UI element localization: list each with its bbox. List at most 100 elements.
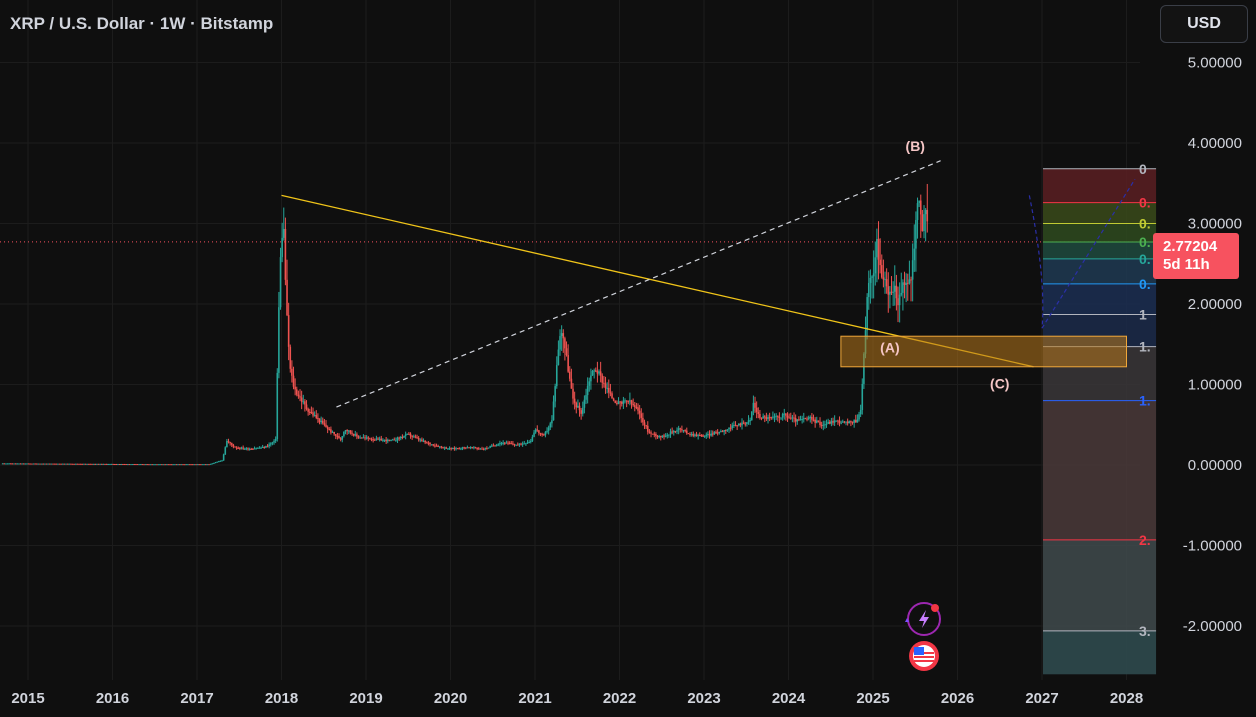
candle-body [310, 412, 313, 414]
candle-body [915, 219, 917, 249]
candle-body [162, 464, 165, 466]
price-tick-label: -2.00000 [1183, 618, 1242, 635]
candle-body [468, 447, 470, 449]
candle-body [684, 430, 686, 432]
fib-projection-line[interactable] [1041, 178, 1136, 329]
price-tick-label: 0.00000 [1188, 457, 1242, 474]
candle-body [874, 257, 877, 274]
candle-body [256, 447, 259, 449]
time-axis[interactable]: 2015 2016 2017 2018 2019 2020 2021 2022 2023 2024… [11, 690, 1143, 707]
candle-body [577, 405, 579, 408]
candle-body [326, 427, 329, 430]
candle-body [71, 463, 74, 465]
ascending-dashed-trendline[interactable] [336, 160, 941, 408]
candle-body [898, 294, 901, 306]
candle-body [850, 421, 852, 423]
candle-body [768, 417, 771, 419]
candle-body [863, 353, 865, 384]
candle-body [773, 416, 776, 418]
candle-body [499, 443, 501, 445]
support-zone[interactable] [840, 335, 1127, 368]
candle-body [765, 416, 768, 420]
candle-body [616, 403, 618, 405]
candle-body [5, 463, 7, 465]
currency-button[interactable]: USD [1160, 5, 1248, 43]
price-tick-label: 3.00000 [1188, 216, 1242, 233]
candle-body [40, 463, 43, 465]
wave-label[interactable]: (A) [880, 339, 899, 355]
candle-body [924, 209, 927, 215]
candle-body [720, 431, 722, 433]
candle-body [334, 434, 337, 436]
price-axis[interactable]: 5.00000 4.00000 3.00000 2.00000 1.00000 0.000… [1183, 55, 1242, 636]
candle-body [250, 448, 253, 450]
candle-body [398, 437, 400, 439]
candle-body [14, 463, 17, 465]
candle-body [422, 440, 425, 442]
candle-body [564, 338, 566, 349]
fib-extension[interactable]: 00.0.0.0.0.11.1.2.3. [1028, 161, 1157, 675]
candle-body [393, 439, 396, 441]
candle-body [435, 445, 438, 447]
candle-body [879, 259, 881, 266]
candle-body [692, 434, 695, 436]
candle-body [685, 430, 688, 434]
candle-body [807, 417, 810, 419]
wave-label[interactable]: (C) [990, 376, 1009, 392]
candle-body [243, 448, 246, 450]
candle-body [783, 413, 786, 415]
wave-label[interactable]: (B) [906, 138, 925, 154]
candle-body [520, 443, 522, 445]
candle-body [629, 400, 631, 402]
candle-body [175, 464, 178, 466]
candle-body [315, 415, 318, 418]
candle-body [872, 273, 875, 277]
candle-body [39, 463, 41, 465]
fib-projection-curve[interactable] [1028, 195, 1044, 329]
candle-body [268, 444, 270, 447]
candle-body [424, 440, 426, 443]
candle-body [811, 416, 813, 420]
candle-body [97, 463, 100, 465]
candle-body [122, 464, 124, 466]
candle-body [702, 435, 704, 437]
candle-body [282, 228, 285, 238]
candle-body [52, 463, 54, 465]
side-icons[interactable] [905, 602, 941, 671]
candle-body [479, 448, 482, 450]
candle-body [253, 448, 256, 450]
drawings[interactable]: (B) (A) (C) [281, 138, 1127, 408]
candle-body [837, 420, 839, 422]
candle-body [650, 432, 652, 434]
candle-body [35, 463, 38, 465]
lightning-icon[interactable] [905, 602, 941, 636]
candle-body [53, 463, 56, 465]
candle-body [672, 431, 675, 433]
fib-level-label: 0. [1139, 234, 1151, 250]
candle-body [674, 431, 677, 433]
candle-body [96, 463, 98, 465]
us-flag-icon[interactable] [909, 641, 939, 671]
candle-body [890, 291, 893, 293]
candle-body [495, 444, 498, 446]
candle-body [302, 401, 305, 403]
candle-body [723, 429, 725, 432]
candle-body [6, 463, 9, 465]
fib-zone [1043, 202, 1157, 224]
candle-body [788, 417, 790, 419]
candle-body [55, 463, 58, 465]
candle-body [76, 463, 79, 465]
fib-zone [1043, 539, 1157, 631]
candle-body [248, 448, 251, 450]
candle-body [380, 438, 383, 441]
candle-body [323, 423, 326, 425]
candle-body [508, 442, 511, 444]
candle-body [425, 442, 428, 444]
candle-body [653, 433, 656, 435]
candle-body [11, 463, 14, 465]
candle-body [555, 365, 558, 387]
candle-body [226, 441, 228, 448]
candle-body [551, 420, 553, 424]
candle-body [835, 420, 838, 422]
